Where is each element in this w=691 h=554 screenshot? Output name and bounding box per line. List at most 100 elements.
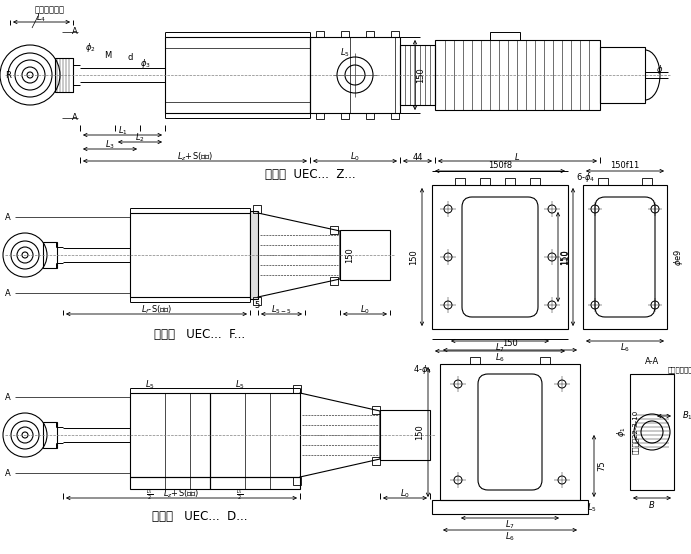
Bar	[316, 113, 324, 119]
Text: $\phi_2$: $\phi_2$	[85, 40, 95, 54]
Text: 公差见表22-3-10: 公差见表22-3-10	[632, 410, 638, 454]
Text: 关节轴承耳环: 关节轴承耳环	[35, 6, 65, 14]
Bar	[253, 297, 261, 305]
Text: $L_1$: $L_1$	[117, 125, 127, 137]
Text: $\phi_3$: $\phi_3$	[140, 57, 151, 69]
Bar	[340, 230, 390, 280]
Bar	[130, 213, 250, 297]
Text: $L_5$: $L_5$	[145, 379, 155, 391]
Text: $L_0$: $L_0$	[360, 304, 370, 316]
Text: $\phi$: $\phi$	[656, 64, 663, 76]
Bar	[470, 357, 480, 364]
Text: 110: 110	[562, 249, 571, 265]
Text: $\frac{L_5}{2}$: $\frac{L_5}{2}$	[236, 488, 243, 502]
Bar	[341, 31, 349, 37]
Bar	[600, 47, 645, 103]
Text: 150: 150	[415, 424, 424, 440]
Bar	[43, 242, 57, 268]
Text: $L_z$+S(行程): $L_z$+S(行程)	[163, 488, 200, 500]
Bar	[391, 113, 399, 119]
Text: 150: 150	[560, 249, 569, 265]
Bar	[598, 178, 608, 185]
Bar	[440, 364, 580, 500]
Text: $B_1$: $B_1$	[682, 410, 691, 422]
Text: $L_7$: $L_7$	[495, 342, 505, 354]
Text: 5: 5	[254, 300, 260, 310]
Text: A: A	[72, 114, 78, 122]
Bar	[366, 113, 374, 119]
Text: 法兰式   UEC...  F...: 法兰式 UEC... F...	[154, 329, 245, 341]
Bar	[130, 477, 210, 489]
Text: $L_z$+S(行程): $L_z$+S(行程)	[177, 151, 214, 163]
Bar	[293, 477, 301, 485]
Text: $L_5$: $L_5$	[587, 502, 597, 514]
Text: 150: 150	[410, 249, 419, 265]
Bar	[400, 45, 435, 105]
Text: M: M	[104, 50, 112, 59]
Bar	[490, 32, 520, 40]
Bar	[530, 178, 540, 185]
Bar	[253, 205, 261, 213]
Text: $L_2$: $L_2$	[135, 132, 145, 144]
Bar	[250, 211, 258, 299]
Text: $L_7$: $L_7$	[505, 519, 515, 531]
Bar	[316, 31, 324, 37]
Text: $L_6$: $L_6$	[495, 352, 505, 364]
Text: A: A	[5, 213, 11, 222]
Bar	[366, 31, 374, 37]
Bar	[210, 393, 300, 477]
Text: 150f8: 150f8	[488, 161, 512, 170]
Text: 75: 75	[598, 461, 607, 471]
Text: 4-$\phi_4$: 4-$\phi_4$	[413, 362, 432, 376]
Text: 150: 150	[502, 340, 518, 348]
Text: $L$: $L$	[514, 151, 520, 162]
Text: 铰轴式  UEC...  Z...: 铰轴式 UEC... Z...	[265, 168, 355, 182]
Text: $L_6$: $L_6$	[620, 342, 630, 354]
Text: $L_{5-5}$: $L_{5-5}$	[271, 304, 292, 316]
Bar	[310, 37, 400, 113]
Text: A: A	[5, 469, 11, 478]
Text: 底脚式   UEC...  D...: 底脚式 UEC... D...	[152, 510, 248, 524]
Bar	[432, 185, 568, 329]
Text: $\phi$e9: $\phi$e9	[672, 248, 685, 266]
Bar	[341, 113, 349, 119]
Text: $L_3$: $L_3$	[105, 138, 115, 151]
Bar	[630, 374, 674, 490]
Bar	[435, 40, 600, 110]
Bar	[330, 226, 338, 234]
Text: $L_5$: $L_5$	[340, 47, 350, 59]
Text: 44: 44	[413, 152, 423, 162]
Bar	[372, 406, 380, 414]
Text: R: R	[5, 70, 11, 80]
Text: 关节轴承尺寸: 关节轴承尺寸	[668, 367, 691, 373]
Bar	[372, 457, 380, 465]
Text: 150: 150	[346, 247, 354, 263]
Text: $\phi_1$: $\phi_1$	[616, 427, 629, 437]
Text: $\frac{L_5}{2}$: $\frac{L_5}{2}$	[146, 488, 153, 502]
Text: $B$: $B$	[648, 500, 656, 510]
Bar	[293, 385, 301, 393]
Bar	[391, 31, 399, 37]
Bar	[165, 37, 310, 113]
Bar	[130, 393, 210, 477]
Text: $L_0$: $L_0$	[350, 151, 360, 163]
Bar	[55, 58, 73, 92]
Bar	[583, 185, 667, 329]
Text: 6-$\phi_4$: 6-$\phi_4$	[576, 171, 596, 183]
Text: A: A	[72, 28, 78, 37]
Bar	[540, 357, 550, 364]
Text: $L_5$: $L_5$	[235, 379, 245, 391]
Text: $L_6$: $L_6$	[505, 531, 515, 543]
Bar	[455, 178, 465, 185]
Bar	[380, 410, 430, 460]
Text: d: d	[127, 53, 133, 61]
Bar	[210, 477, 300, 489]
Bar	[330, 277, 338, 285]
Bar	[642, 178, 652, 185]
Text: $L_f$-S(行程): $L_f$-S(行程)	[141, 304, 172, 316]
Bar	[505, 178, 515, 185]
Bar	[43, 422, 57, 448]
Text: 150f11: 150f11	[610, 161, 640, 170]
Bar	[432, 500, 588, 514]
Text: A-A: A-A	[645, 357, 659, 367]
